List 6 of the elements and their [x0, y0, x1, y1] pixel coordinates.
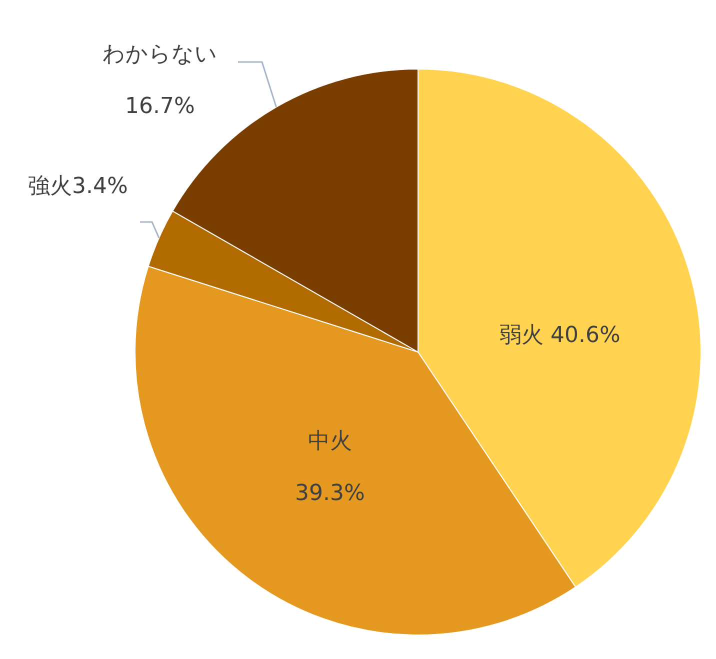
slice-label: 強火3.4%	[28, 174, 128, 199]
data-label: 39.3%	[295, 481, 365, 506]
slice-label: 中火	[308, 429, 352, 454]
slice-label: 弱火 40.6%	[500, 323, 620, 348]
data-label: 16.7%	[125, 94, 195, 119]
slice-label: わからない	[102, 42, 218, 67]
